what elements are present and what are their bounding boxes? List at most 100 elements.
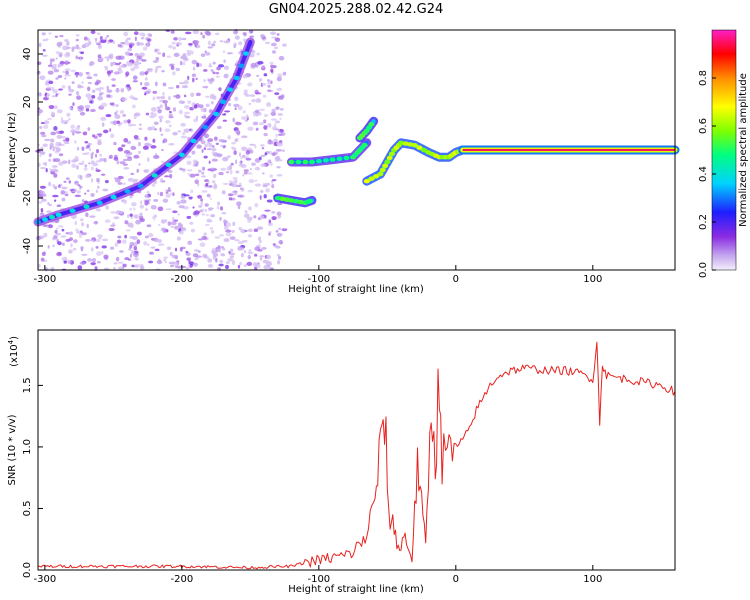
noise-speckle	[165, 208, 172, 211]
noise-speckle	[107, 40, 110, 45]
noise-speckle	[147, 33, 151, 37]
noise-speckle	[198, 104, 204, 109]
noise-speckle	[123, 199, 127, 204]
noise-speckle	[266, 260, 272, 266]
noise-speckle	[156, 259, 163, 265]
noise-speckle	[56, 134, 63, 139]
noise-speckle	[136, 239, 141, 245]
noise-speckle	[134, 53, 140, 57]
noise-speckle	[114, 242, 119, 247]
noise-speckle	[100, 250, 104, 255]
noise-speckle	[242, 38, 248, 42]
noise-speckle	[95, 148, 100, 154]
noise-speckle	[271, 179, 277, 182]
noise-speckle	[144, 201, 149, 206]
noise-speckle	[129, 44, 133, 49]
noise-speckle	[117, 182, 123, 185]
spectrogram-y-label: Frequency (Hz)	[7, 112, 18, 188]
noise-speckle	[66, 112, 71, 117]
noise-speckle	[56, 204, 62, 208]
noise-speckle	[274, 46, 279, 50]
noise-speckle	[49, 168, 52, 173]
noise-speckle	[282, 149, 285, 153]
noise-speckle	[168, 124, 172, 128]
noise-speckle	[275, 106, 280, 110]
noise-speckle	[254, 253, 258, 257]
noise-speckle	[192, 30, 199, 35]
snr-y-axis: 0.0 0.5 1.0 1.5	[22, 377, 43, 578]
segment-b-blob	[295, 159, 302, 165]
noise-speckle	[187, 75, 190, 81]
noise-speckle	[142, 145, 149, 150]
noise-speckle	[114, 178, 121, 183]
noise-speckle	[168, 142, 175, 146]
noise-speckle	[70, 69, 76, 73]
spectrogram-x-axis: -300 -200 -100 0 100	[33, 265, 602, 285]
noise-speckle	[238, 152, 242, 157]
noise-speckle	[271, 108, 276, 113]
noise-speckle	[144, 81, 150, 87]
noise-speckle	[154, 69, 158, 74]
noise-speckle	[140, 82, 143, 86]
noise-speckle	[175, 84, 180, 89]
noise-speckle	[163, 228, 166, 234]
noise-speckle	[211, 151, 216, 154]
noise-speckle	[245, 157, 252, 161]
noise-speckle	[76, 190, 81, 194]
noise-speckle	[255, 113, 259, 117]
noise-speckle	[205, 103, 210, 108]
noise-speckle	[214, 236, 221, 239]
noise-speckle	[96, 42, 102, 46]
noise-speckle	[104, 180, 109, 184]
noise-speckle	[87, 81, 92, 85]
noise-speckle	[225, 232, 232, 237]
noise-speckle	[254, 109, 260, 113]
noise-speckle	[242, 110, 246, 114]
noise-speckle	[264, 41, 271, 45]
noise-speckle	[183, 194, 190, 197]
noise-speckle	[166, 246, 172, 250]
noise-speckle	[165, 193, 171, 198]
noise-speckle	[131, 104, 136, 109]
noise-speckle	[261, 83, 267, 86]
noise-speckle	[144, 194, 149, 199]
noise-speckle	[200, 140, 206, 145]
noise-speckle	[184, 111, 190, 115]
noise-speckle	[133, 65, 140, 70]
noise-speckle	[228, 251, 231, 254]
noise-speckle	[181, 85, 189, 89]
noise-speckle	[203, 155, 208, 159]
noise-speckle	[214, 32, 220, 36]
noise-speckle	[226, 155, 231, 158]
noise-speckle	[179, 230, 184, 235]
noise-speckle	[49, 61, 53, 66]
segment-d-blob	[402, 141, 409, 146]
noise-speckle	[254, 179, 258, 182]
noise-speckle	[119, 161, 126, 165]
noise-speckle	[95, 169, 101, 173]
noise-speckle	[197, 238, 204, 241]
noise-speckle	[75, 55, 79, 60]
noise-speckle	[167, 170, 173, 173]
noise-speckle	[102, 129, 109, 134]
noise-speckle	[128, 122, 132, 127]
noise-speckle	[157, 191, 160, 196]
noise-speckle	[192, 253, 199, 258]
noise-speckle	[276, 211, 282, 216]
noise-speckle	[239, 261, 243, 266]
noise-speckle	[48, 153, 52, 158]
noise-speckle	[145, 208, 148, 211]
noise-speckle	[171, 41, 176, 45]
noise-speckle	[172, 46, 177, 50]
noise-speckle	[136, 168, 140, 173]
noise-speckle	[86, 151, 90, 155]
noise-speckle	[155, 56, 160, 61]
noise-speckle	[52, 236, 55, 241]
noise-speckle	[276, 253, 280, 257]
noise-speckle	[61, 186, 68, 190]
noise-speckle	[200, 32, 203, 36]
noise-speckle	[42, 224, 48, 227]
noise-speckle	[139, 71, 146, 76]
noise-speckle	[156, 96, 161, 100]
noise-speckle	[267, 222, 273, 227]
